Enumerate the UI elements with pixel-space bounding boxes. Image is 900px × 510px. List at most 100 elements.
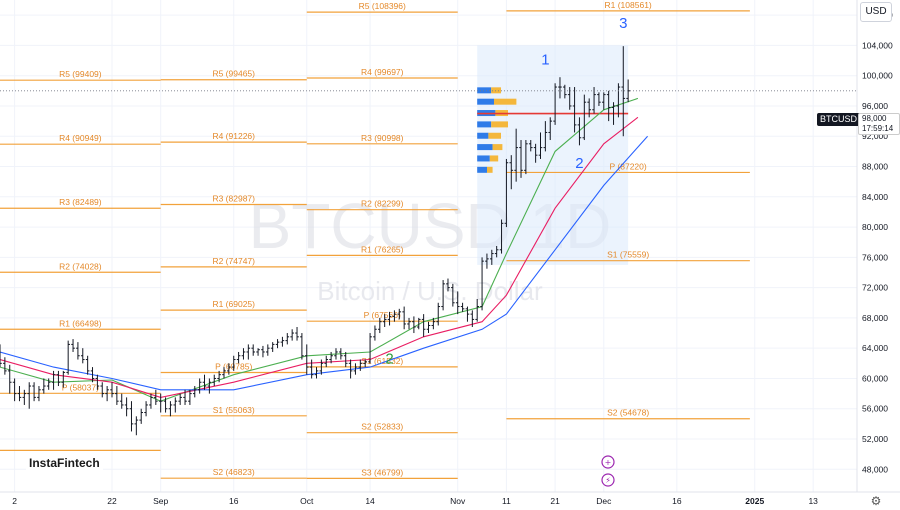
ohlc-bar bbox=[173, 397, 178, 413]
moving-average-line bbox=[0, 135, 649, 391]
ohlc-bar bbox=[431, 317, 436, 330]
ohlc-bar bbox=[446, 278, 450, 292]
ohlc-bar bbox=[382, 314, 387, 327]
ohlc-bar bbox=[553, 83, 557, 125]
y-tick-label: 64,000 bbox=[862, 343, 888, 353]
pivot-level-label: R1 (66498) bbox=[59, 318, 102, 328]
ohlc-bar bbox=[373, 325, 377, 341]
x-tick-label: Sep bbox=[153, 496, 168, 506]
ohlc-bar bbox=[558, 77, 562, 99]
volume-profile-bar-sell bbox=[491, 121, 508, 128]
ohlc-bar bbox=[246, 344, 251, 360]
pivot-level-label: P (87220) bbox=[610, 161, 647, 171]
ohlc-bar bbox=[149, 393, 153, 409]
ohlc-bar bbox=[416, 317, 421, 330]
pivot-level-label: R1 (69025) bbox=[212, 299, 255, 309]
y-tick-label: 88,000 bbox=[862, 162, 888, 172]
volume-profile-bar-buy bbox=[477, 166, 487, 173]
volume-profile-bar-buy bbox=[477, 87, 492, 94]
pivot-level-label: S1 (55063) bbox=[213, 405, 255, 415]
ohlc-bar bbox=[455, 291, 460, 315]
ohlc-bar bbox=[56, 370, 61, 387]
ohlc-bar bbox=[353, 363, 358, 375]
ohlc-bar bbox=[217, 370, 221, 383]
pivot-level-label: R3 (90998) bbox=[361, 133, 404, 143]
ohlc-bar bbox=[275, 339, 280, 349]
ohlc-bar bbox=[514, 128, 518, 182]
x-tick-label: 22 bbox=[107, 496, 117, 506]
pivot-level-label: S1 (75559) bbox=[607, 250, 649, 260]
pivot-level-label: R2 (74028) bbox=[59, 261, 102, 271]
volume-profile-bar-sell bbox=[486, 166, 493, 173]
ohlc-bar bbox=[154, 389, 158, 405]
y-tick-label: 104,000 bbox=[862, 40, 893, 50]
ohlc-bar bbox=[402, 306, 406, 330]
ohlc-bar bbox=[314, 367, 319, 379]
x-tick-label: 21 bbox=[550, 496, 560, 506]
ohlc-bar bbox=[17, 386, 22, 402]
wave-label: 2 bbox=[385, 350, 393, 367]
ohlc-bar bbox=[606, 90, 611, 122]
y-tick-label: 52,000 bbox=[862, 434, 888, 444]
ohlc-bar bbox=[261, 345, 265, 358]
ohlc-bar bbox=[51, 370, 56, 390]
ohlc-bar bbox=[76, 342, 80, 360]
ohlc-bar bbox=[582, 94, 587, 141]
plus-circle-icon-glyph: + bbox=[605, 458, 612, 467]
ohlc-bar bbox=[358, 359, 363, 371]
gear-icon[interactable]: ⚙ bbox=[870, 494, 882, 508]
y-tick-label: 68,000 bbox=[862, 313, 888, 323]
y-tick-label: 60,000 bbox=[862, 373, 888, 383]
ohlc-bar bbox=[592, 87, 596, 114]
ohlc-bar bbox=[421, 314, 426, 337]
ohlc-bar bbox=[100, 382, 105, 398]
ohlc-bar bbox=[519, 140, 523, 178]
ohlc-bar bbox=[509, 155, 514, 190]
ohlc-bar bbox=[392, 310, 397, 322]
ohlc-bar bbox=[7, 364, 12, 394]
ohlc-bar bbox=[290, 329, 294, 341]
ohlc-bar bbox=[285, 333, 290, 345]
pivot-level-label: R5 (108396) bbox=[359, 1, 406, 11]
ohlc-bar bbox=[295, 326, 299, 341]
ohlc-bar bbox=[134, 416, 139, 436]
pivot-level-label: R5 (99409) bbox=[59, 69, 102, 79]
ohlc-bar bbox=[129, 401, 134, 432]
y-tick-label: 92,000 bbox=[862, 131, 888, 141]
ohlc-bar bbox=[66, 340, 70, 375]
wave-label: 2 bbox=[575, 155, 583, 172]
ohlc-bar bbox=[3, 357, 7, 375]
ohlc-bar bbox=[548, 117, 553, 141]
ohlc-bar bbox=[231, 355, 236, 371]
pivot-level-label: R1 (76265) bbox=[361, 244, 404, 254]
ohlc-bar bbox=[387, 311, 392, 326]
ohlc-bar bbox=[567, 87, 572, 110]
ohlc-bar bbox=[188, 389, 192, 405]
ohlc-bar bbox=[626, 79, 630, 103]
ohlc-bar bbox=[256, 348, 260, 356]
ohlc-bar bbox=[95, 374, 100, 390]
lightning-icon-glyph: ⚡ bbox=[605, 476, 611, 485]
brand-logo: InstaFintech bbox=[26, 454, 103, 472]
pivot-level-label: R4 (91226) bbox=[212, 131, 255, 141]
x-tick-label: Dec bbox=[596, 496, 612, 506]
pivot-level-label: P (58037) bbox=[62, 382, 99, 392]
ohlc-bar bbox=[236, 351, 241, 364]
ohlc-bar bbox=[139, 408, 144, 424]
ohlc-bar bbox=[168, 401, 173, 417]
ohlc-bar bbox=[304, 344, 309, 375]
ohlc-bar bbox=[480, 257, 484, 311]
ohlc-bar bbox=[563, 84, 567, 99]
last-price-value: 98,000 bbox=[862, 114, 887, 123]
currency-button[interactable]: USD bbox=[860, 2, 892, 22]
ohlc-bar bbox=[577, 117, 582, 146]
ohlc-bar bbox=[339, 348, 343, 360]
pivot-level-label: R5 (99465) bbox=[212, 69, 255, 79]
ohlc-bar bbox=[27, 382, 32, 409]
ohlc-bar bbox=[348, 359, 353, 379]
wave-label: 3 bbox=[619, 15, 627, 32]
pivot-level-label: R3 (82987) bbox=[212, 193, 255, 203]
ohlc-bar bbox=[222, 367, 226, 379]
bar-countdown: 17:59:14 bbox=[862, 124, 894, 133]
